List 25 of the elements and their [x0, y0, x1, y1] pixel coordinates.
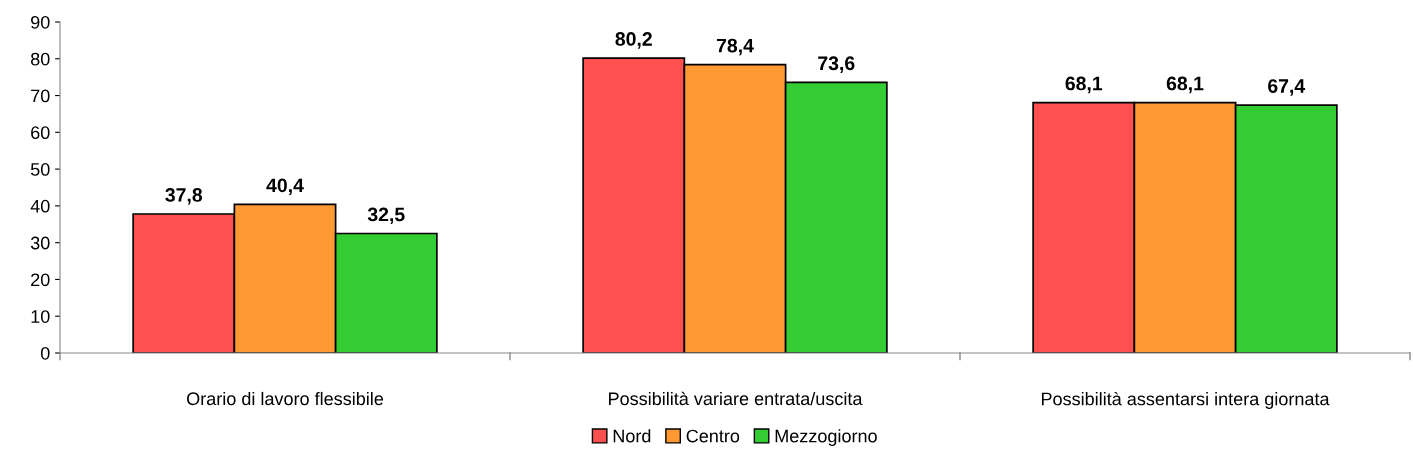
y-tick-label: 30	[30, 236, 50, 250]
data-label: 68,1	[1065, 76, 1103, 94]
y-tick-label: 70	[31, 89, 50, 103]
data-label: 67,4	[1268, 79, 1306, 96]
legend-label: Nord	[613, 429, 651, 443]
y-tick-label: 10	[31, 310, 50, 323]
y-tick-label: 20	[31, 273, 50, 287]
x-tick-label: Possibilità variare entrata/uscita	[609, 391, 863, 406]
legend-label: Mezzogiorno	[775, 429, 877, 446]
data-label: 73,6	[818, 56, 855, 73]
y-tick-label: 80	[30, 52, 50, 66]
y-tick-label: 60	[31, 126, 50, 140]
x-tick-label: Orario di lavoro flessibile	[187, 391, 384, 406]
y-tick-label: 90	[31, 15, 50, 29]
y-tick-label: 50	[30, 163, 50, 176]
y-tick-label: 0	[40, 346, 50, 360]
legend-label: Centro	[686, 429, 740, 443]
data-label: 40,4	[266, 178, 304, 196]
y-tick-label: 40	[30, 199, 50, 213]
data-label: 80,2	[615, 32, 652, 49]
data-label: 78,4	[716, 38, 754, 56]
data-label: 37,8	[165, 188, 203, 205]
data-label: 68,1	[1166, 76, 1204, 94]
x-tick-label: Possibilità assentarsi intera giornata	[1041, 391, 1330, 409]
data-label: 32,5	[367, 207, 405, 225]
